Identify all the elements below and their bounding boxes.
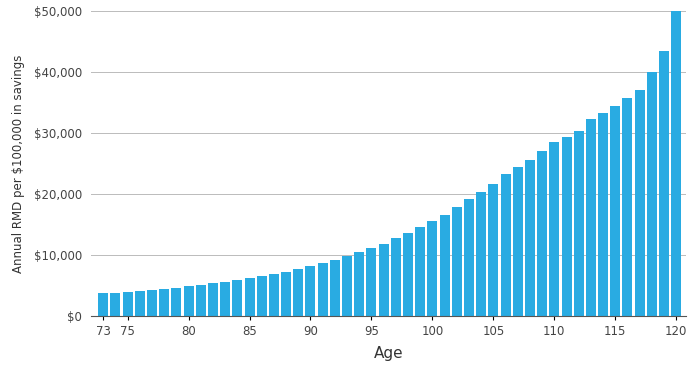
Bar [379, 244, 389, 316]
Bar [550, 142, 559, 316]
Bar [452, 208, 462, 316]
Bar [561, 137, 571, 316]
Bar [366, 248, 377, 316]
Bar [269, 274, 279, 316]
Bar [232, 280, 242, 316]
Bar [500, 174, 510, 316]
Bar [196, 285, 206, 316]
Bar [428, 221, 438, 316]
Bar [244, 278, 255, 316]
Bar [305, 266, 316, 316]
Bar [671, 11, 681, 316]
Bar [293, 269, 303, 316]
Bar [440, 215, 449, 316]
Bar [586, 120, 596, 316]
Bar [415, 227, 425, 316]
Y-axis label: Annual RMD per $100,000 in savings: Annual RMD per $100,000 in savings [13, 54, 25, 273]
Bar [122, 292, 132, 316]
Bar [172, 287, 181, 316]
Bar [574, 131, 584, 316]
Bar [610, 106, 620, 316]
Bar [476, 192, 486, 316]
Bar [464, 199, 474, 316]
Bar [598, 113, 608, 316]
Bar [342, 256, 352, 316]
Bar [257, 276, 267, 316]
Bar [208, 283, 218, 316]
Bar [354, 252, 364, 316]
Bar [111, 293, 120, 316]
Bar [635, 90, 645, 316]
Bar [537, 151, 547, 316]
Bar [281, 272, 291, 316]
Bar [220, 282, 230, 316]
Bar [647, 72, 657, 316]
X-axis label: Age: Age [374, 346, 403, 361]
Bar [330, 260, 340, 316]
Bar [147, 290, 157, 316]
Bar [525, 160, 535, 316]
Bar [403, 233, 413, 316]
Bar [159, 289, 169, 316]
Bar [512, 167, 523, 316]
Bar [183, 286, 193, 316]
Bar [489, 184, 498, 316]
Bar [391, 238, 401, 316]
Bar [98, 293, 108, 316]
Bar [659, 51, 669, 316]
Bar [135, 291, 145, 316]
Bar [622, 98, 633, 316]
Bar [318, 263, 328, 316]
